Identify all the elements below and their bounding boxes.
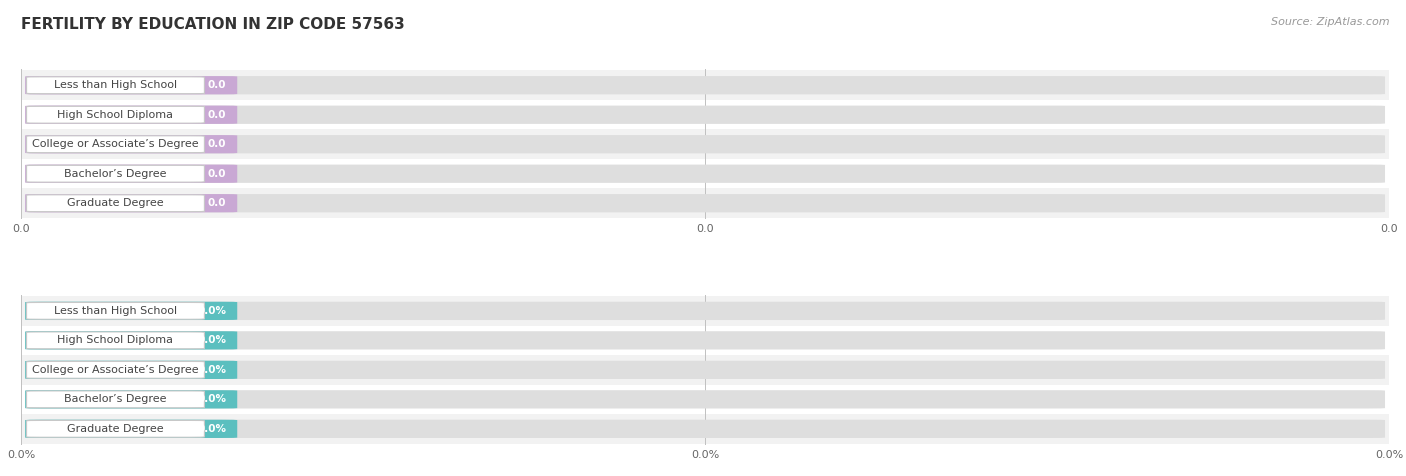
FancyBboxPatch shape [27,420,204,437]
Text: FERTILITY BY EDUCATION IN ZIP CODE 57563: FERTILITY BY EDUCATION IN ZIP CODE 57563 [21,17,405,32]
FancyBboxPatch shape [25,420,1385,438]
Text: 0.0%: 0.0% [197,365,226,375]
Text: High School Diploma: High School Diploma [58,336,173,346]
FancyBboxPatch shape [25,135,1385,153]
Text: 0.0: 0.0 [208,139,226,149]
Text: Bachelor’s Degree: Bachelor’s Degree [65,394,167,404]
FancyBboxPatch shape [27,391,204,408]
Text: Source: ZipAtlas.com: Source: ZipAtlas.com [1271,17,1389,27]
FancyBboxPatch shape [25,165,238,183]
FancyBboxPatch shape [25,331,1385,349]
FancyBboxPatch shape [25,390,238,408]
Text: Less than High School: Less than High School [53,80,177,90]
Text: 0.0: 0.0 [208,110,226,120]
FancyBboxPatch shape [25,135,238,153]
FancyBboxPatch shape [25,331,238,349]
FancyBboxPatch shape [27,106,204,123]
FancyBboxPatch shape [27,361,204,378]
Text: College or Associate’s Degree: College or Associate’s Degree [32,139,198,149]
FancyBboxPatch shape [25,165,1385,183]
Text: Graduate Degree: Graduate Degree [67,198,163,208]
Text: Bachelor’s Degree: Bachelor’s Degree [65,169,167,178]
Bar [21,326,1389,355]
Text: 0.0%: 0.0% [197,424,226,434]
FancyBboxPatch shape [25,302,238,320]
Text: 0.0%: 0.0% [197,306,226,316]
Bar [21,385,1389,414]
Text: 0.0: 0.0 [208,198,226,208]
FancyBboxPatch shape [27,77,204,94]
Text: College or Associate’s Degree: College or Associate’s Degree [32,365,198,375]
FancyBboxPatch shape [25,76,238,94]
FancyBboxPatch shape [25,302,1385,320]
Text: 0.0%: 0.0% [197,394,226,404]
FancyBboxPatch shape [27,332,204,349]
FancyBboxPatch shape [27,195,204,212]
Text: 0.0: 0.0 [208,80,226,90]
Bar [21,129,1389,159]
Bar [21,355,1389,385]
Text: 0.0: 0.0 [208,169,226,178]
Text: High School Diploma: High School Diploma [58,110,173,120]
Bar [21,188,1389,218]
FancyBboxPatch shape [27,136,204,153]
Bar [21,296,1389,326]
FancyBboxPatch shape [25,106,238,124]
FancyBboxPatch shape [25,106,1385,124]
FancyBboxPatch shape [27,165,204,182]
Text: Less than High School: Less than High School [53,306,177,316]
Bar [21,100,1389,129]
FancyBboxPatch shape [25,361,238,379]
FancyBboxPatch shape [25,194,1385,212]
FancyBboxPatch shape [25,390,1385,408]
Text: Graduate Degree: Graduate Degree [67,424,163,434]
Bar [21,70,1389,100]
Bar [21,159,1389,188]
FancyBboxPatch shape [25,420,238,438]
FancyBboxPatch shape [25,361,1385,379]
FancyBboxPatch shape [27,302,204,319]
Text: 0.0%: 0.0% [197,336,226,346]
FancyBboxPatch shape [25,76,1385,94]
FancyBboxPatch shape [25,194,238,212]
Bar [21,414,1389,444]
